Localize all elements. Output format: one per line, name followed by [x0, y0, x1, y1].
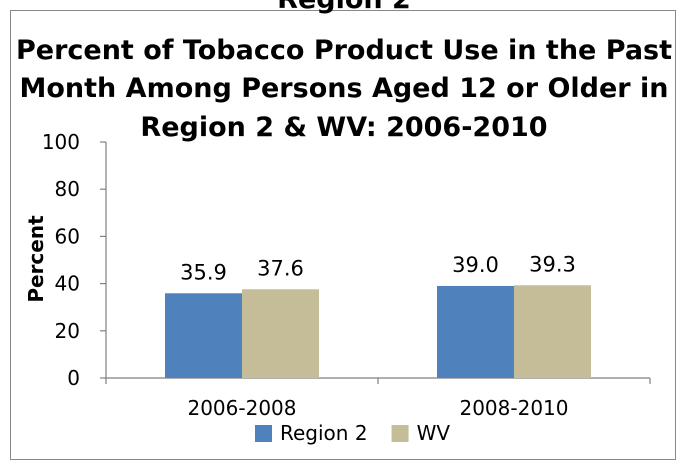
- y-tick-label: 40: [55, 272, 80, 296]
- y-ticks: 0 20 40 60 80 100: [42, 130, 106, 390]
- bar-region-2-2006-2008: [165, 293, 242, 378]
- y-tick-label: 60: [55, 224, 80, 248]
- y-tick-label: 100: [42, 130, 80, 154]
- legend: Region 2 WV: [255, 421, 450, 445]
- bar-wv-2008-2010: [514, 285, 591, 378]
- chart-title-line-2: Month Among Persons Aged 12 or Older in: [20, 73, 669, 104]
- cut-title-fragment: Region 2: [277, 0, 411, 15]
- category-label: 2008-2010: [459, 396, 568, 420]
- legend-swatch: [391, 425, 409, 442]
- legend-label: WV: [417, 421, 451, 445]
- y-tick-label: 0: [67, 366, 80, 390]
- bar-wv-2006-2008: [242, 289, 319, 378]
- chart-title-line-3: Region 2 & WV: 2006-2010: [140, 112, 547, 143]
- category-label: 2006-2008: [187, 396, 296, 420]
- data-label: 37.6: [257, 256, 304, 280]
- data-label: 39.0: [452, 253, 499, 277]
- data-labels: 35.9 37.6 39.0 39.3: [180, 252, 576, 284]
- chart-title-line-1: Percent of Tobacco Product Use in the Pa…: [16, 35, 672, 66]
- y-tick-label: 20: [55, 319, 80, 343]
- bar-region-2-2008-2010: [437, 285, 514, 378]
- chart-frame: [10, 10, 676, 460]
- category-labels: 2006-2008 2008-2010: [187, 396, 568, 420]
- data-label: 39.3: [529, 252, 576, 276]
- legend-swatch: [255, 425, 272, 442]
- legend-label: Region 2: [280, 421, 368, 445]
- bars: [165, 285, 591, 378]
- data-label: 35.9: [180, 260, 227, 284]
- y-tick-label: 80: [55, 177, 80, 201]
- y-axis-label: Percent: [24, 215, 48, 303]
